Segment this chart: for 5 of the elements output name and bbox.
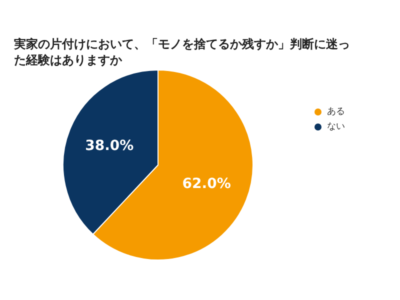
data-label: 38.0% <box>85 138 134 154</box>
legend-label: ある <box>327 107 345 117</box>
legend-label: ない <box>327 122 345 132</box>
data-label: 62.0% <box>182 176 231 192</box>
chart-title: 実家の片付けにおいて、「モノを捨てるか残すか」判断に迷った経験はありますか <box>13 37 350 67</box>
